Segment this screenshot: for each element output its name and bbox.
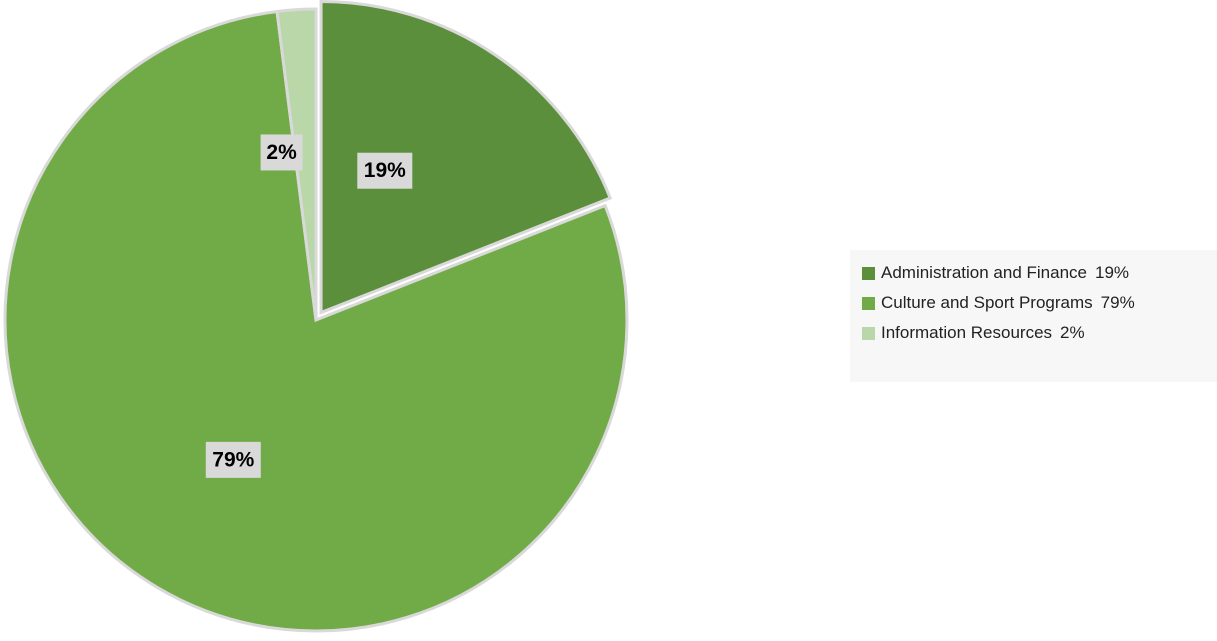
legend-item-administration-and-finance: Administration and Finance 19% [862, 258, 1217, 288]
legend-swatch [862, 266, 875, 280]
legend-value: 79% [1100, 293, 1135, 312]
legend-item-information-resources: Information Resources 2% [862, 318, 1217, 348]
data-label-background [357, 152, 413, 189]
data-label-background [260, 134, 303, 171]
data-label-text: 79% [212, 448, 254, 471]
pie-slice-culture-and-sport-programs [3, 9, 629, 633]
data-label-culture-and-sport-programs: 79% [205, 441, 261, 478]
legend-item-culture-and-sport-programs: Culture and Sport Programs 79% [862, 288, 1217, 318]
pie-chart-plot: 19% 79% 2% [3, 0, 629, 633]
legend-value: 19% [1095, 263, 1130, 282]
data-label-text: 19% [364, 159, 406, 182]
legend-label: Administration and Finance [881, 263, 1088, 282]
legend-swatch [862, 296, 875, 310]
legend-label: Information Resources [881, 323, 1053, 342]
legend-value: 2% [1060, 323, 1085, 342]
data-label-background [205, 441, 261, 478]
data-label-text: 2% [266, 141, 297, 164]
pie-slice-administration-and-finance [319, 0, 613, 315]
chart-legend: Administration and Finance 19% Culture a… [850, 250, 1217, 382]
legend-swatch [862, 326, 875, 340]
data-label-administration-and-finance: 19% [357, 152, 413, 189]
legend-label: Culture and Sport Programs [881, 293, 1093, 312]
data-label-information-resources: 2% [260, 134, 303, 171]
